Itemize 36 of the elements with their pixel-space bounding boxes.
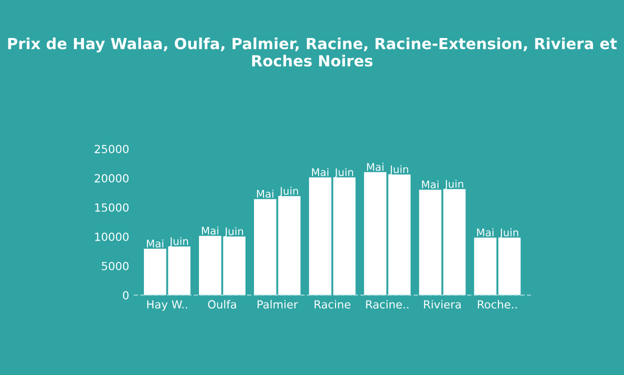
bar	[168, 246, 190, 296]
y-tick-label: 0	[122, 291, 129, 300]
text: Mai	[312, 168, 328, 176]
series-label: Mai	[477, 228, 494, 236]
text: Juin	[169, 237, 188, 248]
y-tick-label: 20000	[94, 174, 129, 183]
bar	[419, 190, 442, 296]
text: Mai	[367, 162, 384, 171]
x-tick-label: Palmier	[258, 300, 298, 309]
x-tick-label: Hay W..	[147, 300, 188, 311]
bar	[443, 189, 466, 296]
x-tick-label: Racine..	[366, 300, 408, 309]
text: Mai	[257, 190, 274, 198]
text: Juin	[444, 180, 464, 190]
y-tick-label: 25000	[94, 144, 129, 154]
x-tick-label: Racine	[314, 300, 350, 309]
y-tick-label: 15000	[95, 203, 129, 212]
series-label: Juin	[389, 165, 408, 176]
text: Mai	[422, 180, 438, 188]
bar	[364, 172, 386, 296]
x-tick-label: Roche..	[478, 300, 517, 309]
y-tick-label: 5000	[102, 262, 129, 270]
x-tick-label: Riviera	[424, 300, 461, 309]
bar	[144, 248, 166, 296]
text: Juin	[279, 186, 298, 197]
text: Juin	[499, 228, 518, 238]
text: Juin	[334, 168, 354, 178]
text: Mai	[146, 239, 164, 248]
bar	[388, 174, 411, 296]
text: Mai	[202, 226, 218, 235]
chart-title: Prix de Hay Walaa, Oulfa, Palmier, Racine, Racine-Extension, Riviera et Roches Noires	[8, 38, 617, 67]
text: Juin	[224, 227, 244, 238]
x-tick-label: Oulfa	[208, 300, 236, 309]
bar	[474, 238, 496, 296]
bar	[498, 238, 521, 296]
y-tick-label: 10000	[95, 232, 129, 242]
